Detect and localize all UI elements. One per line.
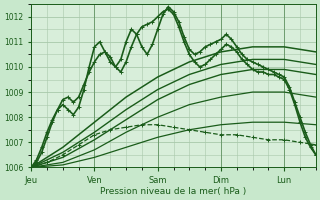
X-axis label: Pression niveau de la mer( hPa ): Pression niveau de la mer( hPa )	[100, 187, 247, 196]
